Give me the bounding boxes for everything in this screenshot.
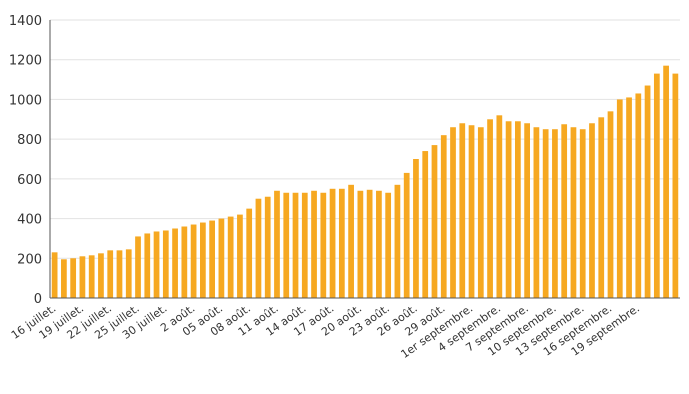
bar <box>107 250 114 298</box>
bar <box>524 123 530 298</box>
y-axis: 0 200 400 600 800 1000 1200 1400 <box>9 14 51 307</box>
bar <box>598 117 605 298</box>
y-tick-label: 1200 <box>9 54 42 69</box>
bar <box>653 73 660 298</box>
bar <box>459 123 466 298</box>
y-tick-label: 1400 <box>9 14 42 29</box>
bar <box>320 192 327 298</box>
bar <box>237 214 243 298</box>
bar <box>255 198 262 298</box>
bar <box>190 224 197 298</box>
bar <box>144 233 151 298</box>
bar <box>357 190 364 298</box>
bar <box>663 65 669 298</box>
bar <box>79 256 86 298</box>
bar <box>153 231 160 298</box>
bar <box>200 222 206 298</box>
bar <box>533 127 540 298</box>
bar <box>385 192 392 298</box>
bar <box>274 190 280 298</box>
x-axis: 16 juillet.19 juillet.22 juillet.25 juil… <box>9 297 680 361</box>
y-tick-label: 200 <box>17 252 42 267</box>
bar <box>394 184 401 298</box>
bar <box>635 93 642 298</box>
bar <box>348 184 354 298</box>
bar <box>88 255 95 298</box>
bar <box>644 85 651 298</box>
bar <box>450 127 456 298</box>
bar <box>264 196 271 298</box>
bar <box>70 258 77 298</box>
bar <box>570 127 577 298</box>
y-tick-label: 800 <box>17 133 42 148</box>
bar <box>505 121 512 299</box>
bar <box>672 73 679 298</box>
bar <box>542 129 549 298</box>
bar <box>413 159 419 298</box>
bar <box>51 252 58 298</box>
bar <box>338 188 345 298</box>
bar <box>496 115 503 298</box>
bar <box>218 218 225 298</box>
bar <box>329 188 336 298</box>
bar <box>579 129 586 298</box>
bar <box>376 190 382 298</box>
bar <box>431 145 438 298</box>
bar <box>292 192 299 298</box>
bar <box>561 124 568 298</box>
bar <box>116 250 123 298</box>
bar <box>311 190 317 298</box>
bar <box>468 125 475 299</box>
bar <box>61 259 67 298</box>
bar <box>626 97 632 298</box>
y-tick-label: 1000 <box>9 93 42 108</box>
bar <box>440 135 447 298</box>
bar <box>98 253 104 298</box>
bar <box>283 192 290 298</box>
bar <box>172 228 178 298</box>
bar <box>301 192 308 298</box>
bar <box>227 216 234 298</box>
bar <box>135 236 141 298</box>
bar <box>366 189 373 298</box>
bar <box>181 226 188 298</box>
bar <box>589 123 595 298</box>
bar <box>552 129 558 298</box>
bar <box>209 220 215 298</box>
y-tick-label: 0 <box>34 292 42 307</box>
gridlines <box>50 19 680 259</box>
bar <box>403 172 410 298</box>
bar <box>616 99 623 299</box>
y-tick-label: 400 <box>17 213 42 228</box>
bars <box>51 65 679 299</box>
bar <box>162 230 169 298</box>
bar <box>515 121 521 299</box>
bar <box>422 151 429 298</box>
y-tick-label: 600 <box>17 173 42 188</box>
bar <box>477 127 484 298</box>
bar <box>607 111 614 298</box>
bar <box>125 249 132 298</box>
bar <box>487 119 493 298</box>
bar <box>246 208 253 298</box>
